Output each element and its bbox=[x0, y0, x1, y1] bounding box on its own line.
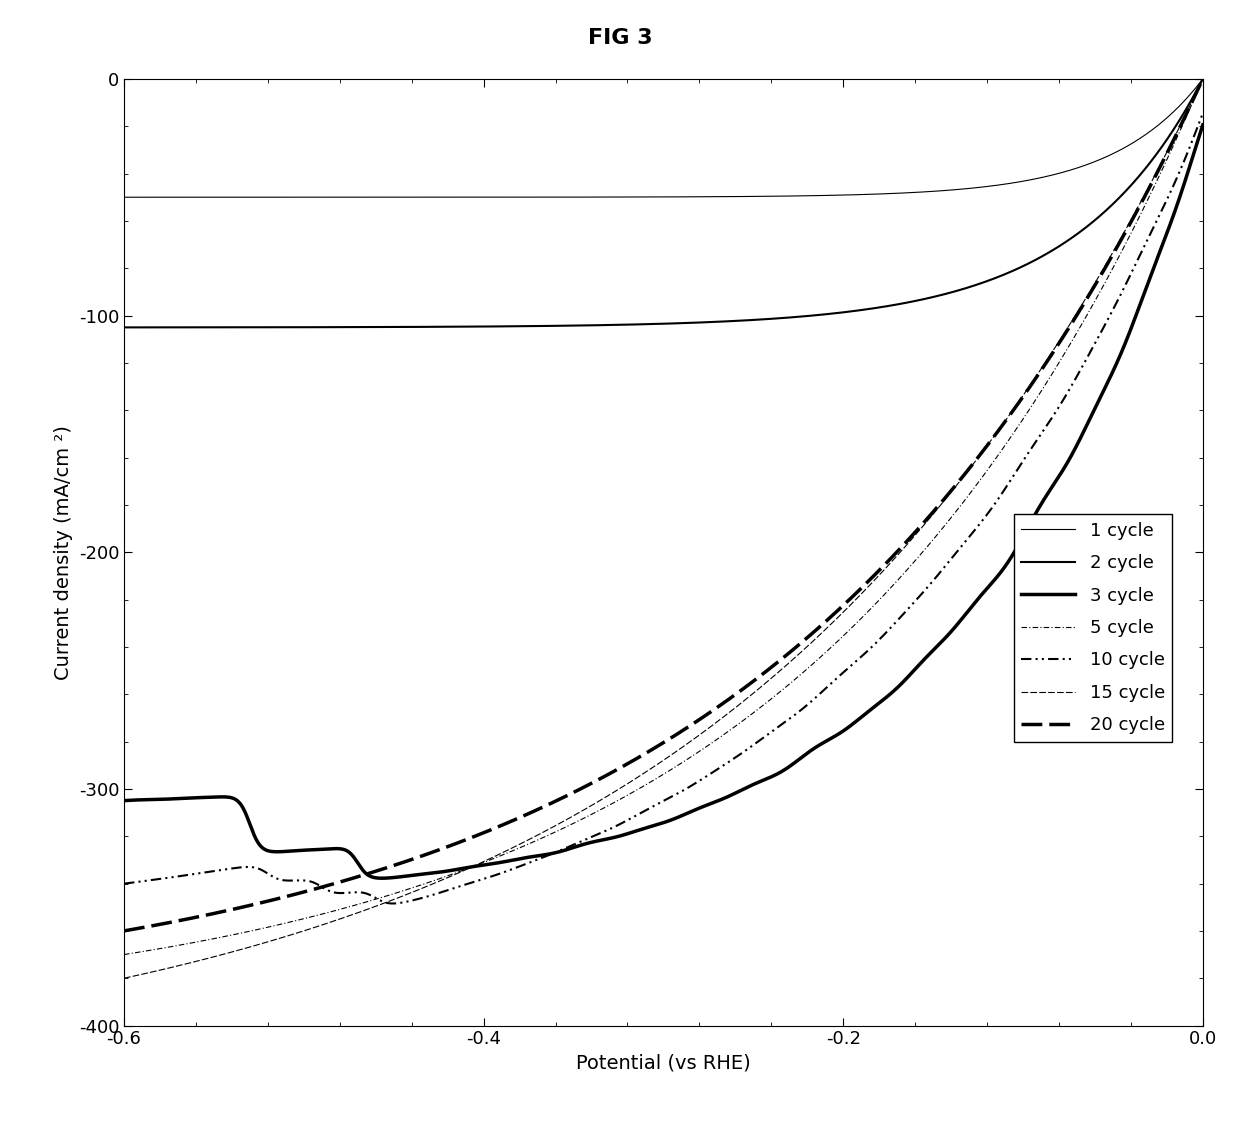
20 cycle bbox=[966, 456, 981, 470]
5 cycle bbox=[613, 792, 627, 806]
10 cycle bbox=[171, 870, 186, 884]
3 cycle bbox=[641, 820, 656, 834]
Line: 15 cycle: 15 cycle bbox=[124, 79, 1203, 978]
10 cycle bbox=[1195, 106, 1210, 119]
10 cycle bbox=[117, 877, 131, 890]
1 cycle bbox=[641, 190, 656, 204]
Y-axis label: Current density (mA/cm ²): Current density (mA/cm ²) bbox=[55, 425, 73, 680]
3 cycle bbox=[1164, 214, 1179, 228]
1 cycle bbox=[1163, 107, 1178, 121]
1 cycle bbox=[1195, 72, 1210, 86]
15 cycle bbox=[966, 456, 981, 470]
1 cycle bbox=[966, 181, 981, 195]
2 cycle bbox=[613, 318, 627, 331]
5 cycle bbox=[1195, 72, 1210, 86]
10 cycle bbox=[1164, 181, 1179, 195]
Line: 3 cycle: 3 cycle bbox=[124, 125, 1203, 878]
Line: 10 cycle: 10 cycle bbox=[124, 113, 1203, 904]
Line: 5 cycle: 5 cycle bbox=[124, 79, 1203, 955]
2 cycle bbox=[117, 320, 131, 334]
5 cycle bbox=[171, 939, 186, 952]
2 cycle bbox=[641, 318, 656, 331]
15 cycle bbox=[613, 782, 627, 796]
15 cycle bbox=[171, 959, 186, 973]
X-axis label: Potential (vs RHE): Potential (vs RHE) bbox=[577, 1054, 750, 1073]
15 cycle bbox=[641, 763, 656, 777]
20 cycle bbox=[613, 761, 627, 774]
10 cycle bbox=[613, 817, 627, 831]
Legend: 1 cycle, 2 cycle, 3 cycle, 5 cycle, 10 cycle, 15 cycle, 20 cycle: 1 cycle, 2 cycle, 3 cycle, 5 cycle, 10 c… bbox=[1014, 514, 1172, 742]
2 cycle bbox=[1163, 126, 1178, 140]
1 cycle bbox=[171, 190, 186, 204]
2 cycle bbox=[1164, 126, 1179, 140]
Text: FIG 3: FIG 3 bbox=[588, 28, 652, 48]
15 cycle bbox=[1163, 137, 1178, 151]
10 cycle bbox=[1164, 183, 1179, 196]
15 cycle bbox=[1195, 72, 1210, 86]
3 cycle bbox=[374, 871, 389, 885]
10 cycle bbox=[386, 897, 401, 911]
20 cycle bbox=[171, 914, 186, 928]
5 cycle bbox=[966, 482, 981, 496]
3 cycle bbox=[117, 793, 131, 807]
3 cycle bbox=[613, 829, 627, 843]
3 cycle bbox=[1164, 212, 1179, 225]
1 cycle bbox=[117, 190, 131, 204]
2 cycle bbox=[171, 320, 186, 334]
3 cycle bbox=[1195, 118, 1210, 132]
5 cycle bbox=[1163, 144, 1178, 158]
3 cycle bbox=[171, 792, 186, 806]
Line: 2 cycle: 2 cycle bbox=[124, 79, 1203, 327]
10 cycle bbox=[641, 801, 656, 815]
2 cycle bbox=[1195, 72, 1210, 86]
1 cycle bbox=[613, 190, 627, 204]
2 cycle bbox=[966, 279, 981, 293]
15 cycle bbox=[117, 971, 131, 985]
5 cycle bbox=[1164, 143, 1179, 157]
20 cycle bbox=[117, 924, 131, 938]
5 cycle bbox=[641, 777, 656, 790]
15 cycle bbox=[1164, 136, 1179, 150]
20 cycle bbox=[1195, 72, 1210, 86]
1 cycle bbox=[1164, 107, 1179, 121]
Line: 1 cycle: 1 cycle bbox=[124, 79, 1203, 197]
20 cycle bbox=[1163, 139, 1178, 152]
20 cycle bbox=[641, 745, 656, 758]
20 cycle bbox=[1164, 137, 1179, 151]
5 cycle bbox=[117, 948, 131, 961]
3 cycle bbox=[966, 597, 981, 611]
10 cycle bbox=[966, 524, 981, 538]
Line: 20 cycle: 20 cycle bbox=[124, 79, 1203, 931]
